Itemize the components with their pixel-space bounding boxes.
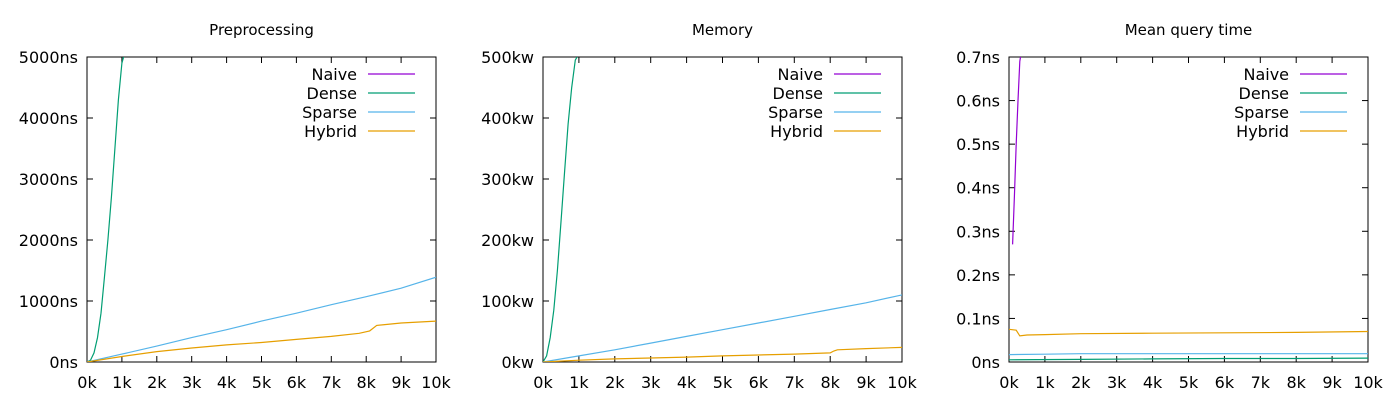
x-tick-label: 8k [820,373,840,392]
x-tick-label: 4k [677,373,697,392]
series-line-hybrid [543,346,902,362]
y-tick-label: 100kw [481,292,534,311]
series-line-sparse [1009,353,1368,356]
chart-title: Mean query time [1125,21,1253,39]
x-tick-label: 9k [391,373,411,392]
x-tick-label: 3k [641,373,661,392]
y-tick-label: 500kw [481,48,534,67]
y-tick-label: 1000ns [19,292,78,311]
plot-frame [542,56,903,363]
y-tick-label: 0.1ns [956,309,1000,328]
x-tick-label: 6k [287,373,307,392]
y-tick-label: 2000ns [19,231,78,250]
x-tick-label: 9k [856,373,876,392]
y-tick-label: 4000ns [19,109,78,128]
chart-panel-2: Mean query time 0k 1k 2k 3k 4k 5k 6k 7k 8k 9k 10k 0n… [956,21,1383,392]
series-line-naive [1012,57,1022,245]
legend-label-hybrid: Hybrid [770,122,823,141]
y-tick-label: 400kw [481,109,534,128]
y-tick-label: 0ns [971,353,1000,372]
y-tick-label: 3000ns [19,170,78,189]
legend-label-naive: Naive [777,65,823,84]
y-tick-label: 0.2ns [956,266,1000,285]
x-tick-label: 6k [1215,373,1235,392]
x-tick-label: 0k [533,373,553,392]
series-line-dense [1009,357,1368,361]
series-line-dense [543,57,578,362]
chart-panel-0: Preprocessing 0k 1k 2k 3k 4k 5k 6k 7k 8k 9k 10k 0ns 1… [19,21,452,392]
x-tick-label: 3k [1107,373,1127,392]
x-tick-label: 7k [1251,373,1271,392]
y-tick-label: 0.3ns [956,222,1000,241]
series-line-hybrid [1009,328,1368,337]
legend-label-dense: Dense [773,84,823,103]
y-tick-label: 0.7ns [956,48,1000,67]
series-line-dense [87,57,125,362]
legend-label-naive: Naive [311,65,357,84]
x-tick-label: 2k [1071,373,1091,392]
chart-title: Preprocessing [209,21,314,39]
legend-label-dense: Dense [307,84,357,103]
x-tick-label: 2k [147,373,167,392]
x-tick-label: 4k [1143,373,1163,392]
x-tick-label: 10k [421,373,451,392]
x-tick-label: 10k [1353,373,1383,392]
x-tick-label: 4k [217,373,237,392]
legend-label-dense: Dense [1239,84,1289,103]
plot-frame [1008,56,1369,363]
series-line-sparse [543,294,902,362]
legend-label-hybrid: Hybrid [1236,122,1289,141]
y-tick-label: 300kw [481,170,534,189]
x-tick-label: 8k [1286,373,1306,392]
legend-label-sparse: Sparse [768,103,823,122]
x-tick-label: 5k [713,373,733,392]
plot-frame [86,56,437,363]
y-tick-label: 200kw [481,231,534,250]
x-tick-label: 3k [182,373,202,392]
x-tick-label: 7k [322,373,342,392]
y-tick-label: 0ns [49,353,78,372]
chart-panel-1: Memory 0k 1k 2k 3k 4k 5k 6k 7k 8k 9k 10k 0kw 100kw 200… [481,21,917,392]
x-tick-label: 1k [112,373,132,392]
legend-label-sparse: Sparse [1234,103,1289,122]
x-tick-label: 1k [1035,373,1055,392]
x-tick-label: 8k [356,373,376,392]
y-tick-label: 0.5ns [956,135,1000,154]
x-tick-label: 0k [999,373,1019,392]
series-line-sparse [87,276,436,362]
x-tick-label: 0k [77,373,97,392]
legend-label-naive: Naive [1243,65,1289,84]
chart-title: Memory [692,21,753,39]
x-tick-label: 10k [887,373,917,392]
x-tick-label: 2k [605,373,625,392]
y-tick-label: 5000ns [19,48,78,67]
x-tick-label: 5k [252,373,272,392]
x-tick-label: 1k [569,373,589,392]
legend-label-hybrid: Hybrid [304,122,357,141]
y-tick-label: 0kw [501,353,534,372]
series-line-hybrid [87,320,436,362]
y-tick-label: 0.4ns [956,179,1000,198]
x-tick-label: 6k [749,373,769,392]
x-tick-label: 5k [1179,373,1199,392]
x-tick-label: 9k [1322,373,1342,392]
x-tick-label: 7k [785,373,805,392]
legend-label-sparse: Sparse [302,103,357,122]
y-tick-label: 0.6ns [956,92,1000,111]
